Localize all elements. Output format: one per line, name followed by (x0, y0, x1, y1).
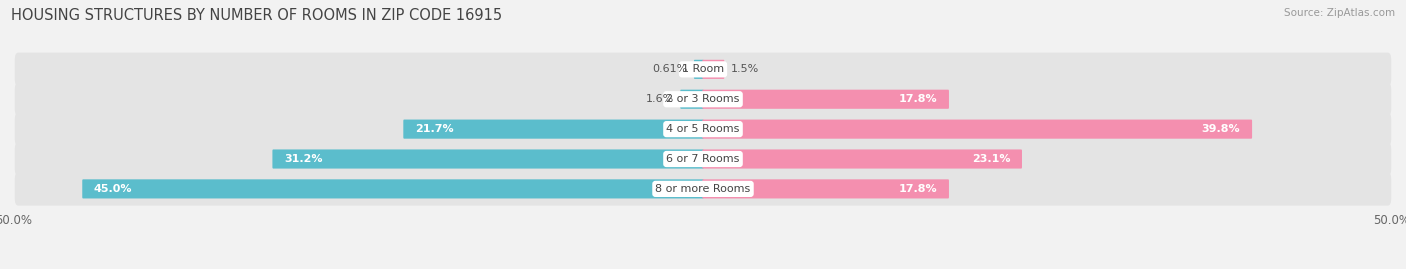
FancyBboxPatch shape (273, 150, 703, 169)
Text: 1.5%: 1.5% (731, 64, 759, 74)
FancyBboxPatch shape (404, 119, 703, 139)
Text: 0.61%: 0.61% (652, 64, 688, 74)
FancyBboxPatch shape (14, 142, 1392, 176)
FancyBboxPatch shape (14, 83, 1392, 116)
Text: HOUSING STRUCTURES BY NUMBER OF ROOMS IN ZIP CODE 16915: HOUSING STRUCTURES BY NUMBER OF ROOMS IN… (11, 8, 502, 23)
Text: 39.8%: 39.8% (1202, 124, 1240, 134)
Text: 17.8%: 17.8% (898, 94, 938, 104)
Text: 8 or more Rooms: 8 or more Rooms (655, 184, 751, 194)
Text: 6 or 7 Rooms: 6 or 7 Rooms (666, 154, 740, 164)
Legend: Owner-occupied, Renter-occupied: Owner-occupied, Renter-occupied (572, 266, 834, 269)
Text: 1.6%: 1.6% (645, 94, 673, 104)
Text: 45.0%: 45.0% (94, 184, 132, 194)
FancyBboxPatch shape (703, 179, 949, 199)
FancyBboxPatch shape (703, 150, 1022, 169)
FancyBboxPatch shape (703, 90, 949, 109)
FancyBboxPatch shape (695, 60, 703, 79)
Text: 21.7%: 21.7% (415, 124, 454, 134)
FancyBboxPatch shape (681, 90, 703, 109)
Text: 1 Room: 1 Room (682, 64, 724, 74)
FancyBboxPatch shape (83, 179, 703, 199)
Text: 31.2%: 31.2% (284, 154, 322, 164)
FancyBboxPatch shape (14, 53, 1392, 86)
FancyBboxPatch shape (14, 172, 1392, 206)
Text: 4 or 5 Rooms: 4 or 5 Rooms (666, 124, 740, 134)
FancyBboxPatch shape (703, 119, 1253, 139)
FancyBboxPatch shape (703, 60, 724, 79)
FancyBboxPatch shape (14, 112, 1392, 146)
Text: 17.8%: 17.8% (898, 184, 938, 194)
Text: 2 or 3 Rooms: 2 or 3 Rooms (666, 94, 740, 104)
Text: 23.1%: 23.1% (972, 154, 1011, 164)
Text: Source: ZipAtlas.com: Source: ZipAtlas.com (1284, 8, 1395, 18)
